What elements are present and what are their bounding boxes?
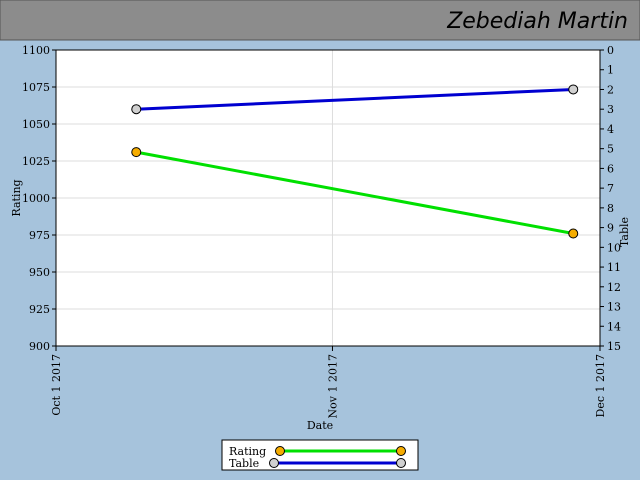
y2-tick-label: 2 xyxy=(607,83,614,96)
header-bar xyxy=(0,0,640,41)
data-point xyxy=(131,147,142,158)
y-axis-label: Rating xyxy=(10,179,23,216)
y2-tick-label: 10 xyxy=(607,241,621,254)
data-point xyxy=(568,228,579,239)
y2-tick-label: 12 xyxy=(607,281,621,294)
y2-tick-label: 15 xyxy=(607,340,621,353)
legend-label: Table xyxy=(229,457,259,470)
y-tick-label: 925 xyxy=(29,303,50,316)
x-tick-label: Oct 1 2017 xyxy=(50,354,63,416)
x-tick-label: Dec 1 2017 xyxy=(594,354,607,417)
data-point xyxy=(131,104,142,115)
y2-tick-label: 4 xyxy=(607,123,614,136)
y2-tick-label: 7 xyxy=(607,182,614,195)
chart-title: Zebediah Martin xyxy=(446,9,628,34)
y-tick-label: 1050 xyxy=(22,118,50,131)
legend xyxy=(221,439,419,471)
y-tick-label: 975 xyxy=(29,229,50,242)
legend-marker xyxy=(275,446,285,456)
x-tick-label: Nov 1 2017 xyxy=(326,354,339,418)
legend-marker xyxy=(396,458,406,468)
y2-tick-label: 11 xyxy=(607,261,621,274)
y-tick-label: 950 xyxy=(29,266,50,279)
plot-frame xyxy=(55,49,601,347)
y2-tick-label: 13 xyxy=(607,301,621,314)
y2-tick-label: 14 xyxy=(607,320,621,333)
y2-tick-label: 3 xyxy=(607,103,614,116)
y-tick-label: 1075 xyxy=(22,81,50,94)
y-tick-label: 900 xyxy=(29,340,50,353)
y-tick-label: 1025 xyxy=(22,155,50,168)
y2-tick-label: 6 xyxy=(607,162,614,175)
legend-marker xyxy=(269,458,279,468)
y2-tick-label: 1 xyxy=(607,64,614,77)
y2-axis-label: Table xyxy=(618,217,631,247)
y-tick-label: 1100 xyxy=(22,44,50,57)
x-axis-label: Date xyxy=(307,419,333,432)
y2-tick-label: 8 xyxy=(607,202,614,215)
data-point xyxy=(568,84,579,95)
y-tick-label: 1000 xyxy=(22,192,50,205)
y2-tick-label: 0 xyxy=(607,44,614,57)
y2-tick-label: 9 xyxy=(607,222,614,235)
y2-tick-label: 5 xyxy=(607,143,614,156)
legend-label: Rating xyxy=(229,445,266,458)
legend-marker xyxy=(396,446,406,456)
series-line xyxy=(135,150,574,235)
series-line xyxy=(136,87,574,111)
